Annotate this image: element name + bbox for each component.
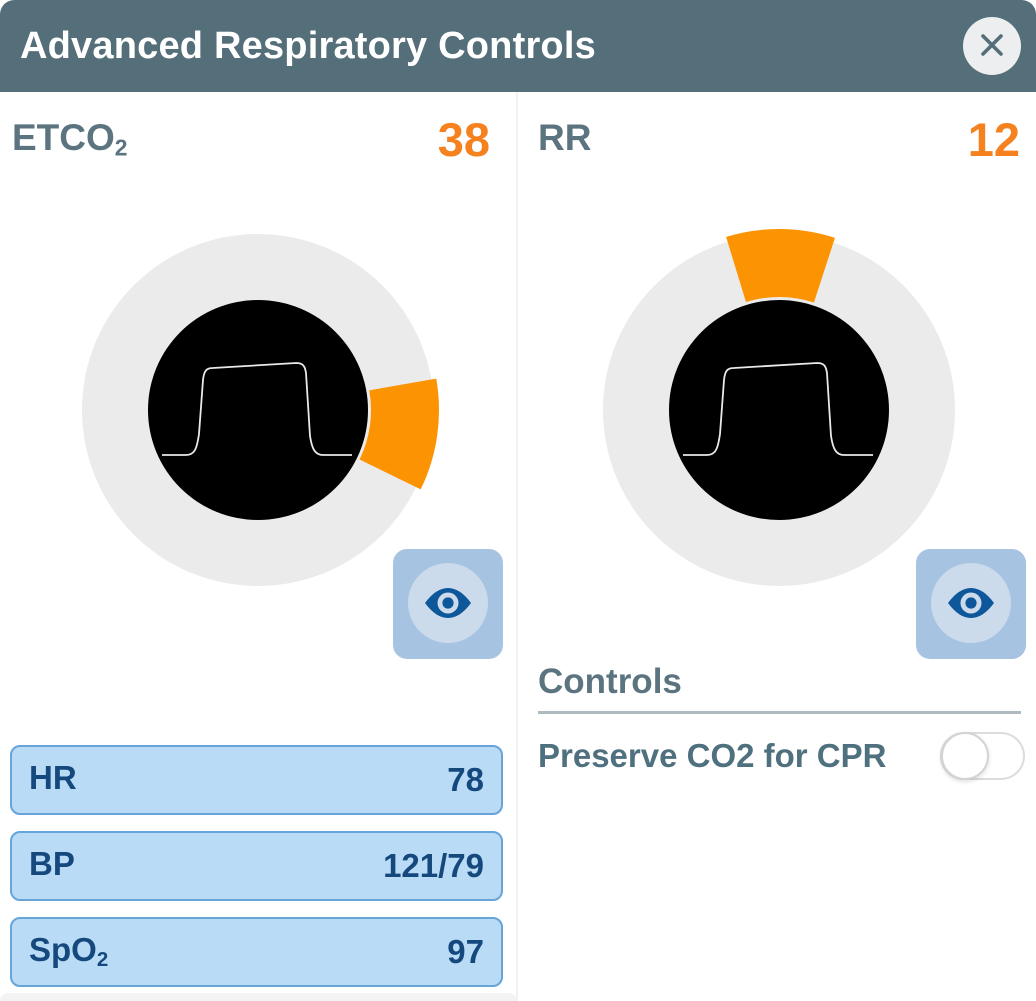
vital-value: 121/79 [383,847,484,884]
vital-label: BP [29,845,75,883]
rr-gauge-dial[interactable] [596,227,962,593]
vital-label: HR [29,759,77,797]
eye-icon [393,548,503,661]
vitals-list: HR 78 BP 121/79 SpO2 97 [10,745,503,1001]
vital-label: SpO2 [29,931,109,972]
preserve-co2-toggle[interactable] [940,732,1025,780]
vital-row-hr[interactable]: HR 78 [10,745,503,815]
preserve-co2-row: Preserve CO2 for CPR [538,727,1025,785]
rr-label: RR [538,116,592,158]
eye-icon [916,548,1026,661]
dialog-title: Advanced Respiratory Controls [20,24,596,67]
close-icon [979,32,1005,61]
etco2-waveform-view-button[interactable] [393,549,503,659]
etco2-value: 38 [437,112,490,166]
column-divider [516,92,518,1001]
next-row-peek [0,993,517,1001]
rr-waveform-view-button[interactable] [916,549,1026,659]
toggle-thumb [941,732,989,780]
vital-row-bp[interactable]: BP 121/79 [10,831,503,901]
controls-divider [538,711,1021,714]
etco2-header: ETCO2 38 [12,108,490,170]
controls-heading: Controls [538,662,682,701]
etco2-gauge-dial[interactable] [75,227,441,593]
vital-row-spo2[interactable]: SpO2 97 [10,917,503,987]
vital-value: 78 [447,761,484,798]
preserve-co2-label: Preserve CO2 for CPR [538,737,887,774]
etco2-label: ETCO2 [12,116,128,161]
vital-value: 97 [447,933,484,970]
dialog-header: Advanced Respiratory Controls [0,0,1036,92]
close-button[interactable] [963,17,1021,75]
rr-header: RR 12 [538,108,1020,170]
rr-value: 12 [967,112,1020,166]
